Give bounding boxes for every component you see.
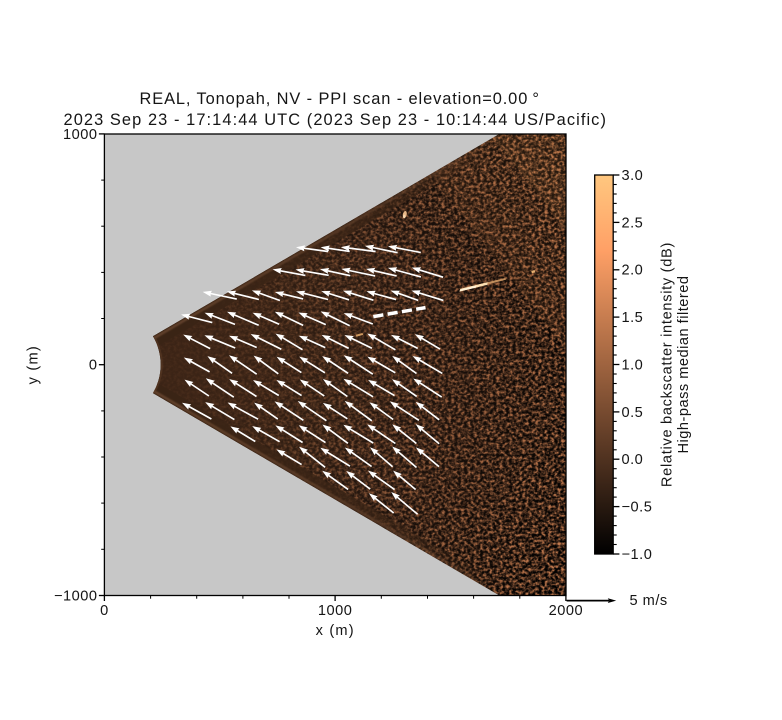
svg-text:0.5: 0.5 xyxy=(622,405,644,421)
svg-text:2023 Sep 23 - 17:14:44 UTC (20: 2023 Sep 23 - 17:14:44 UTC (2023 Sep 23 … xyxy=(64,111,608,129)
svg-text:1000: 1000 xyxy=(63,127,97,143)
svg-text:1.5: 1.5 xyxy=(622,310,644,326)
svg-text:2.0: 2.0 xyxy=(622,263,644,279)
svg-text:High-pass median filtered: High-pass median filtered xyxy=(676,276,692,454)
svg-text:−1.0: −1.0 xyxy=(622,547,653,563)
svg-text:1000: 1000 xyxy=(318,603,352,619)
svg-text:3.0: 3.0 xyxy=(622,168,644,184)
svg-text:2000: 2000 xyxy=(549,603,583,619)
svg-text:0.0: 0.0 xyxy=(622,452,644,468)
svg-text:0: 0 xyxy=(100,603,109,619)
svg-text:2.5: 2.5 xyxy=(622,215,644,231)
svg-text:−0.5: −0.5 xyxy=(622,500,653,516)
svg-text:REAL, Tonopah, NV - PPI scan -: REAL, Tonopah, NV - PPI scan - elevation… xyxy=(140,90,540,108)
svg-text:x (m): x (m) xyxy=(316,623,355,639)
svg-text:1.0: 1.0 xyxy=(622,357,644,373)
svg-text:−1000: −1000 xyxy=(54,588,98,604)
svg-text:0: 0 xyxy=(89,358,98,374)
svg-text:5 m/s: 5 m/s xyxy=(630,593,668,609)
svg-text:Relative backscatter intensity: Relative backscatter intensity (dB) xyxy=(660,242,676,487)
svg-text:y (m): y (m) xyxy=(26,345,42,384)
